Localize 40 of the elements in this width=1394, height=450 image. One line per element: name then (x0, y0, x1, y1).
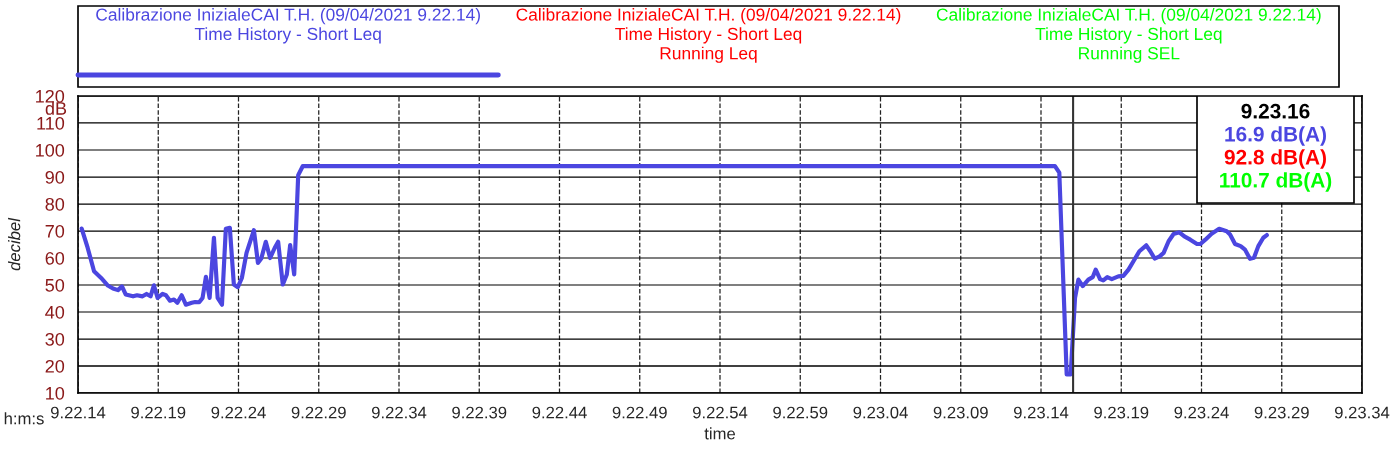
x-tick-label: 9.22.44 (532, 406, 587, 419)
x-axis-title: time (704, 427, 735, 440)
annotation: 92.8 dB(A) (1224, 149, 1326, 169)
x-tick-label: 9.22.29 (291, 406, 346, 419)
y-tick-label: 100 (36, 143, 65, 157)
annotation: 9.23.16 (1241, 103, 1310, 119)
y-tick-label: 30 (45, 332, 65, 346)
y-tick-label: 70 (45, 224, 65, 238)
x-tick-label: 9.23.04 (853, 406, 908, 419)
x-tick-label: 9.23.19 (1094, 406, 1149, 419)
x-tick-label: 9.22.24 (211, 406, 266, 419)
x-tick-label: 9.23.34 (1334, 406, 1390, 419)
x-tick-label: 9.23.14 (1013, 406, 1069, 419)
y-tick-label: 60 (45, 251, 65, 265)
text: dB (45, 101, 67, 115)
y-tick-label: 40 (45, 305, 65, 319)
x-tick-label: 9.23.09 (933, 406, 988, 419)
legend-label: Calibrazione InizialeCAI T.H. (09/04/2021 9.22.14) Time History - Short Leq Running Leq (516, 8, 901, 63)
x-tick-label: 9.22.59 (773, 406, 828, 419)
x-tick-label: 9.23.24 (1174, 406, 1229, 419)
y-tick-label: 10 (46, 386, 65, 400)
text: Calibrazione InizialeCAI T.H. (09/04/2021 9.22.14) Time History - Short Leq (96, 8, 480, 44)
x-tick-label: 9.22.49 (612, 406, 667, 419)
y-axis-title: decibel (8, 217, 21, 271)
x-tick-label: 9.22.39 (452, 406, 507, 419)
legend-label: Calibrazione InizialeCAI T.H. (09/04/2021 9.22.14) Time History - Short Leq Running SEL (936, 8, 1321, 63)
x-tick-label: 9.22.54 (692, 406, 748, 419)
x-tick-label: 9.22.19 (131, 406, 186, 419)
x-tick-label: 9.22.14 (50, 406, 106, 419)
y-tick-label: 50 (45, 278, 65, 292)
x-tick-label: 9.22.34 (371, 406, 427, 419)
y-tick-label: 90 (45, 170, 65, 184)
annotation: 16.9 dB(A) (1225, 126, 1326, 146)
annotation: 110.7 dB(A) (1220, 172, 1332, 192)
text: h:m:s (4, 412, 44, 425)
y-tick-label: 80 (45, 197, 65, 211)
y-tick-label: 120 (36, 89, 65, 103)
x-tick-label: 9.23.29 (1254, 406, 1309, 419)
y-tick-label: 110 (37, 116, 65, 130)
y-tick-label: 20 (45, 359, 65, 373)
